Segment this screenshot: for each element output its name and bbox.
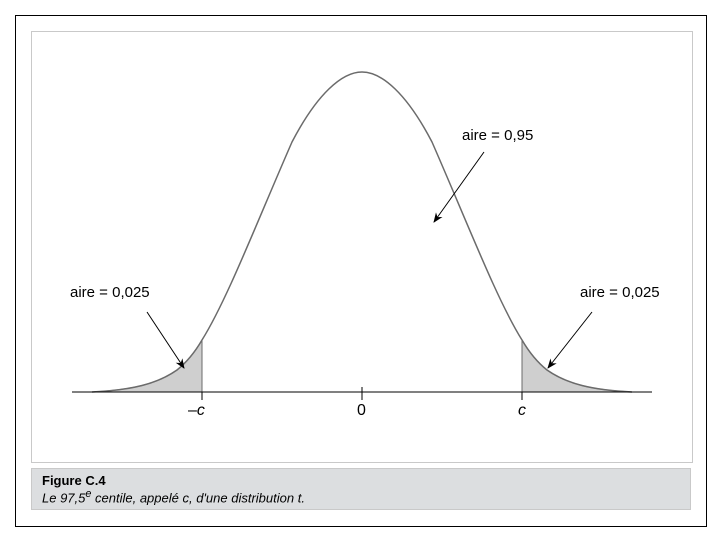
neg-sign: – [188, 402, 197, 419]
t-distribution-curve [92, 72, 632, 392]
axis-label-zero: 0 [357, 402, 366, 420]
figure-frame: aire = 0,025 aire = 0,025 aire = 0,95 –c… [0, 0, 720, 540]
ann-left-tail: aire = 0,025 [70, 284, 150, 301]
axis-label-neg-c: –c [188, 402, 205, 420]
ann-center: aire = 0,95 [462, 127, 533, 144]
arrow-right-tail [548, 312, 592, 368]
distribution-chart [32, 32, 692, 462]
neg-c-var: c [197, 402, 205, 419]
arrow-left-tail [147, 312, 184, 368]
ann-right-tail: aire = 0,025 [580, 284, 660, 301]
figure-description: Le 97,5e centile, appelé c, d'une distri… [42, 488, 680, 505]
axis-label-pos-c: c [518, 402, 526, 420]
figure-caption: Figure C.4 Le 97,5e centile, appelé c, d… [31, 468, 691, 510]
outer-border: aire = 0,025 aire = 0,025 aire = 0,95 –c… [15, 15, 707, 527]
plot-area: aire = 0,025 aire = 0,025 aire = 0,95 –c… [31, 31, 693, 463]
figure-number: Figure C.4 [42, 473, 680, 488]
